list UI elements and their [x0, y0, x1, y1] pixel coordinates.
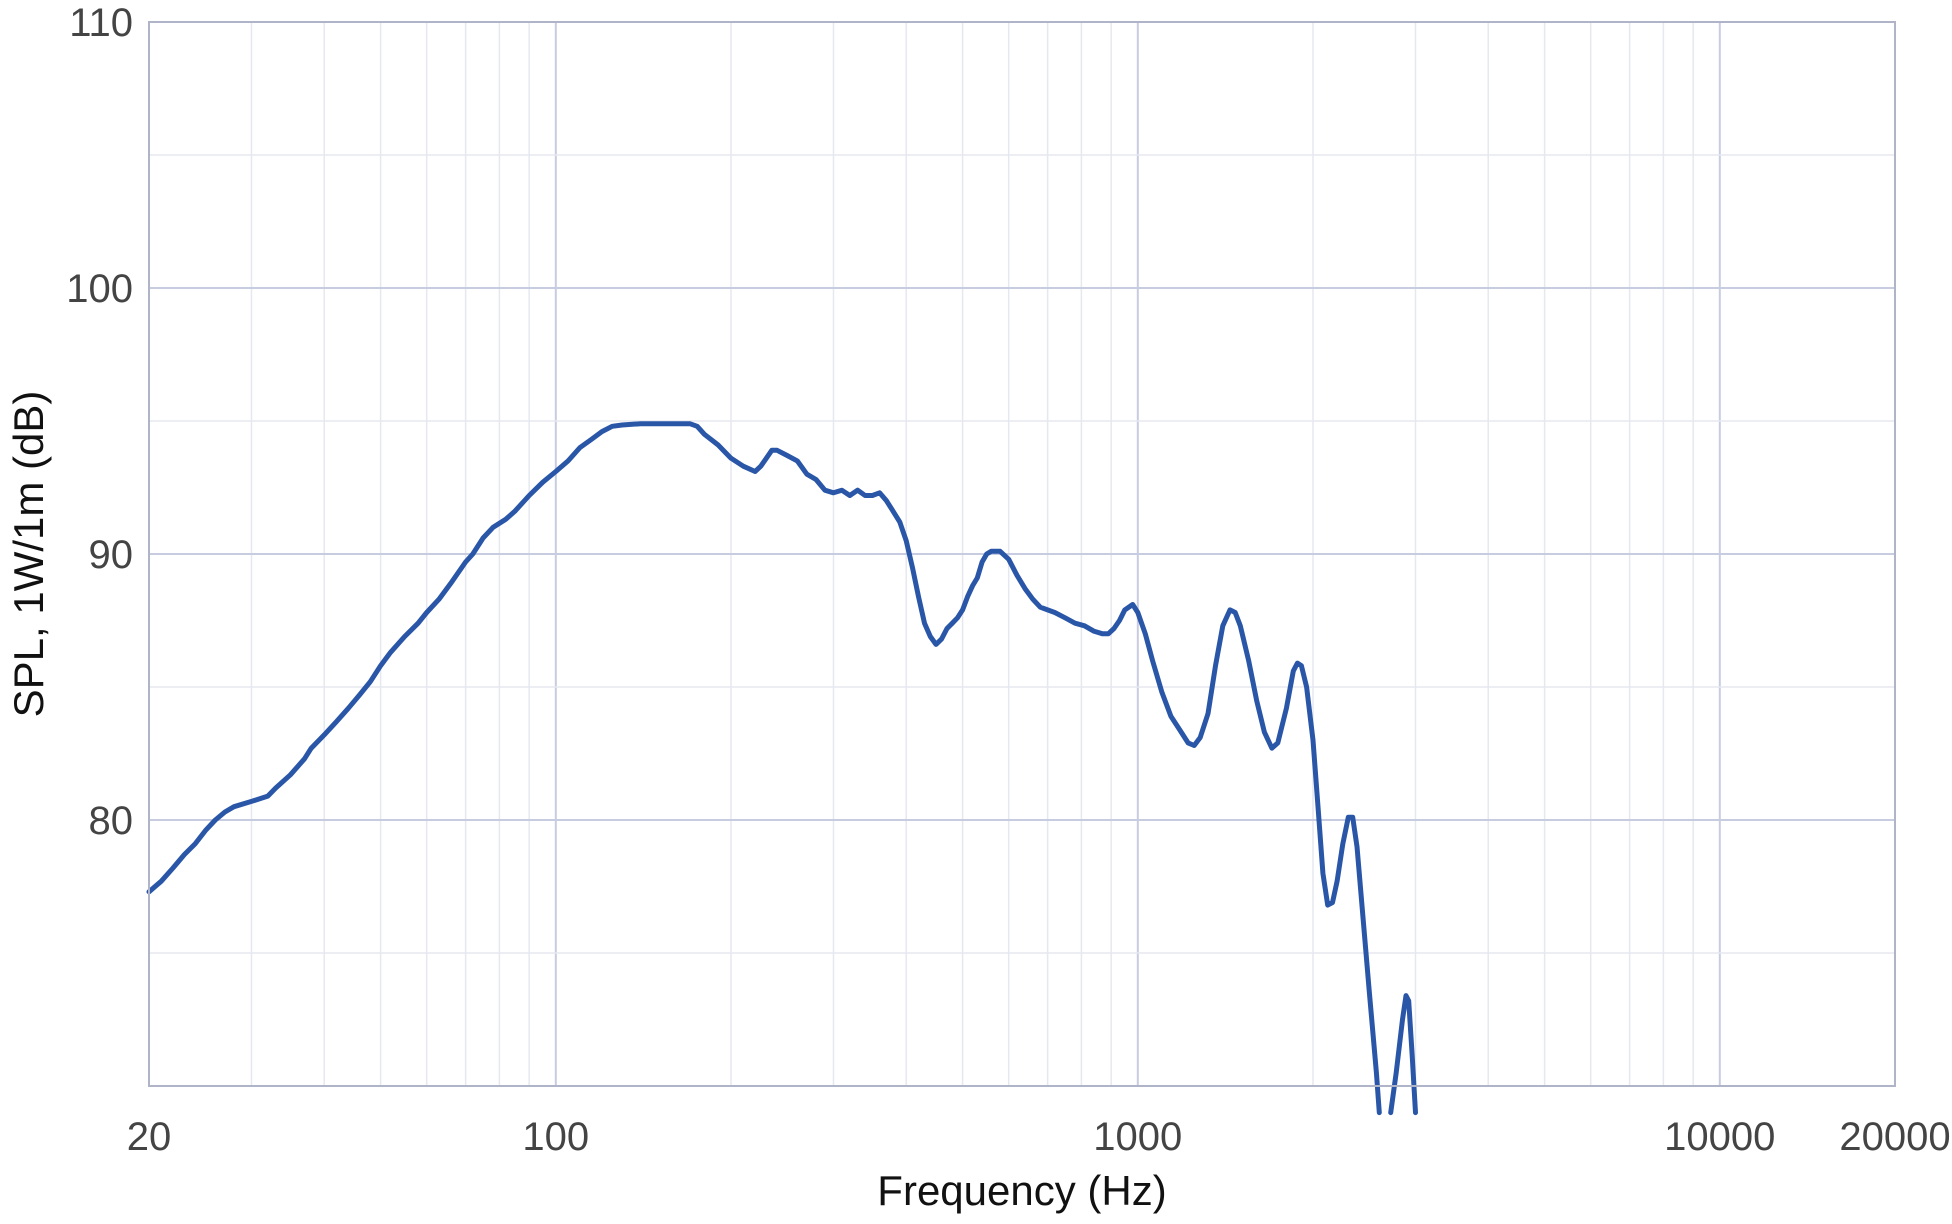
tick-labels: 20 100 1000 10000 20000 80 90 100 110 — [66, 1, 1950, 1159]
x-tick-label: 1000 — [1093, 1115, 1182, 1159]
y-tick-label: 100 — [66, 267, 133, 311]
y-tick-label: 80 — [89, 799, 134, 843]
y-tick-label: 90 — [89, 533, 134, 577]
x-tick-label: 20000 — [1839, 1115, 1950, 1159]
x-axis-title: Frequency (Hz) — [877, 1167, 1166, 1214]
x-tick-label: 20 — [127, 1115, 172, 1159]
y-axis-title: SPL, 1W/1m (dB) — [5, 391, 52, 718]
x-tick-label: 100 — [522, 1115, 589, 1159]
series-layer — [146, 421, 1418, 1116]
spl-curve-segment-1 — [146, 421, 1382, 1116]
spl-curve-segment-2 — [1388, 993, 1418, 1116]
grid-layer — [149, 22, 1895, 1086]
y-tick-label: 110 — [69, 1, 133, 45]
plot-frame — [148, 21, 1896, 1087]
x-tick-label: 10000 — [1664, 1115, 1775, 1159]
